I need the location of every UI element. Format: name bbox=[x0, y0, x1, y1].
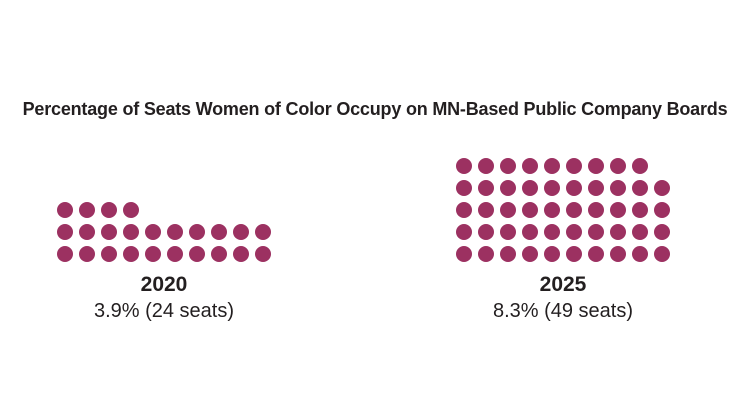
seat-dot bbox=[654, 180, 670, 196]
seat-dot bbox=[123, 202, 139, 218]
seat-dot bbox=[478, 246, 494, 262]
seat-dot bbox=[610, 202, 626, 218]
seat-dot bbox=[478, 202, 494, 218]
seat-dot bbox=[167, 246, 183, 262]
seat-dot bbox=[566, 180, 582, 196]
seat-dot bbox=[632, 224, 648, 240]
seat-dot bbox=[654, 224, 670, 240]
seat-dot bbox=[522, 180, 538, 196]
seat-dot bbox=[544, 224, 560, 240]
seat-dot bbox=[101, 202, 117, 218]
seat-dot bbox=[145, 224, 161, 240]
seat-dot bbox=[456, 180, 472, 196]
chart-title: Percentage of Seats Women of Color Occup… bbox=[22, 99, 728, 119]
seat-dot bbox=[189, 246, 205, 262]
seat-dot bbox=[79, 224, 95, 240]
seat-dot bbox=[632, 202, 648, 218]
seat-dot bbox=[588, 180, 604, 196]
seat-dot bbox=[57, 224, 73, 240]
seat-dot bbox=[255, 224, 271, 240]
dot-grid-2020 bbox=[57, 202, 271, 262]
group-2020: 2020 3.9% (24 seats) bbox=[57, 158, 271, 322]
dot-row bbox=[57, 246, 271, 262]
seat-dot bbox=[79, 246, 95, 262]
seat-dot bbox=[500, 224, 516, 240]
seat-dot bbox=[255, 246, 271, 262]
seat-dot bbox=[522, 224, 538, 240]
seat-dot bbox=[632, 246, 648, 262]
value-label-2020: 3.9% (24 seats) bbox=[93, 300, 235, 322]
seat-dot bbox=[610, 158, 626, 174]
dot-row bbox=[456, 202, 670, 218]
seat-dot bbox=[588, 202, 604, 218]
seat-dot bbox=[478, 180, 494, 196]
year-label-2020: 2020 bbox=[140, 273, 188, 296]
dot-row bbox=[456, 224, 670, 240]
seat-dot bbox=[123, 224, 139, 240]
seat-dot bbox=[566, 158, 582, 174]
seat-dot bbox=[500, 158, 516, 174]
value-label-2025: 8.3% (49 seats) bbox=[492, 300, 634, 322]
seat-dot bbox=[145, 246, 161, 262]
seat-dot bbox=[544, 202, 560, 218]
seat-dot bbox=[478, 158, 494, 174]
dot-row bbox=[57, 224, 271, 240]
seat-dot bbox=[566, 224, 582, 240]
seat-dot bbox=[211, 246, 227, 262]
seat-dot bbox=[57, 246, 73, 262]
seat-dot bbox=[566, 246, 582, 262]
seat-dot bbox=[544, 158, 560, 174]
dot-row bbox=[456, 180, 670, 196]
seat-dot bbox=[211, 224, 227, 240]
seat-dot bbox=[610, 180, 626, 196]
seat-dot bbox=[233, 224, 249, 240]
dot-row bbox=[456, 158, 670, 174]
seat-dot bbox=[522, 246, 538, 262]
seat-dot bbox=[456, 202, 472, 218]
seat-dot bbox=[588, 224, 604, 240]
seat-dot bbox=[456, 246, 472, 262]
seat-dot bbox=[610, 246, 626, 262]
dot-grid-2025 bbox=[456, 158, 670, 262]
seat-dot bbox=[610, 224, 626, 240]
seat-dot bbox=[79, 202, 95, 218]
seat-dot bbox=[588, 158, 604, 174]
seat-dot bbox=[101, 224, 117, 240]
group-2025: 2025 8.3% (49 seats) bbox=[456, 158, 670, 322]
seat-dot bbox=[456, 158, 472, 174]
seat-dot bbox=[544, 180, 560, 196]
seat-dot bbox=[123, 246, 139, 262]
seat-dot bbox=[500, 202, 516, 218]
year-label-2025: 2025 bbox=[539, 273, 587, 296]
seat-dot bbox=[101, 246, 117, 262]
seat-dot bbox=[588, 246, 604, 262]
seat-dot bbox=[500, 180, 516, 196]
seat-dot bbox=[654, 202, 670, 218]
seat-dot bbox=[522, 202, 538, 218]
seat-dot bbox=[456, 224, 472, 240]
dot-row bbox=[57, 202, 271, 218]
seat-dot bbox=[500, 246, 516, 262]
dot-row bbox=[456, 246, 670, 262]
seat-dot bbox=[167, 224, 183, 240]
seat-dot bbox=[632, 158, 648, 174]
seat-dot bbox=[233, 246, 249, 262]
seat-dot bbox=[57, 202, 73, 218]
seat-dot bbox=[522, 158, 538, 174]
seat-dot bbox=[566, 202, 582, 218]
seat-dot bbox=[632, 180, 648, 196]
seat-dot bbox=[544, 246, 560, 262]
seat-dot bbox=[654, 246, 670, 262]
seat-dot bbox=[189, 224, 205, 240]
seat-dot bbox=[478, 224, 494, 240]
